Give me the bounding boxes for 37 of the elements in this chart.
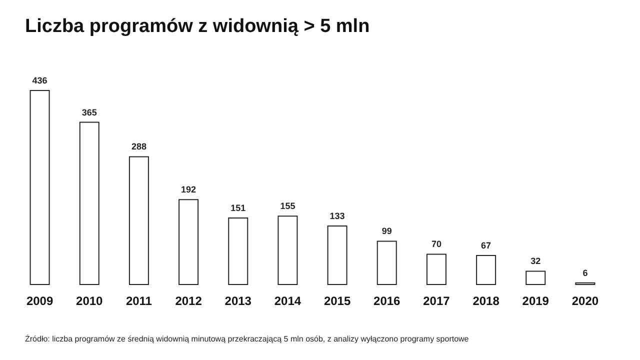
x-tick-label: 2012	[175, 294, 202, 308]
x-tick-label: 2015	[324, 294, 351, 308]
chart-title: Liczba programów z widownią > 5 mln	[25, 16, 370, 37]
bar	[128, 156, 149, 285]
bar	[278, 216, 298, 285]
x-tick-label: 2020	[572, 294, 599, 308]
data-label: 192	[181, 184, 196, 195]
data-label: 155	[280, 201, 296, 212]
bar	[476, 255, 496, 285]
x-tick-label: 2019	[522, 294, 550, 308]
bar	[376, 240, 397, 285]
data-label: 151	[230, 202, 246, 213]
data-label: 99	[382, 226, 392, 236]
bar	[228, 217, 248, 285]
x-tick-label: 2018	[472, 294, 500, 308]
bar	[327, 226, 348, 285]
x-tick-label: 2014	[274, 294, 302, 308]
x-tick-label: 2017	[423, 294, 450, 308]
x-tick-label: 2011	[126, 294, 152, 308]
bar	[526, 270, 546, 285]
bar	[178, 199, 199, 285]
x-tick-label: 2010	[76, 294, 104, 308]
data-label: 133	[330, 211, 345, 222]
bar	[79, 122, 100, 285]
data-label: 67	[481, 240, 492, 251]
bar	[426, 254, 446, 285]
data-label: 70	[431, 239, 442, 250]
data-label: 6	[582, 268, 588, 278]
data-label: 365	[82, 107, 97, 118]
data-label: 32	[530, 256, 541, 266]
bar	[30, 90, 50, 285]
x-tick-label: 2009	[26, 294, 54, 308]
data-label: 288	[131, 142, 146, 152]
data-label: 436	[32, 76, 48, 86]
x-tick-label: 2013	[224, 294, 252, 308]
x-tick-label: 2016	[374, 294, 401, 308]
text: Źródło: liczba programów ze średnią widownią minutową przekraczającą 5 mln osób, z analizy wyłączono programy sportowe	[25, 334, 470, 344]
